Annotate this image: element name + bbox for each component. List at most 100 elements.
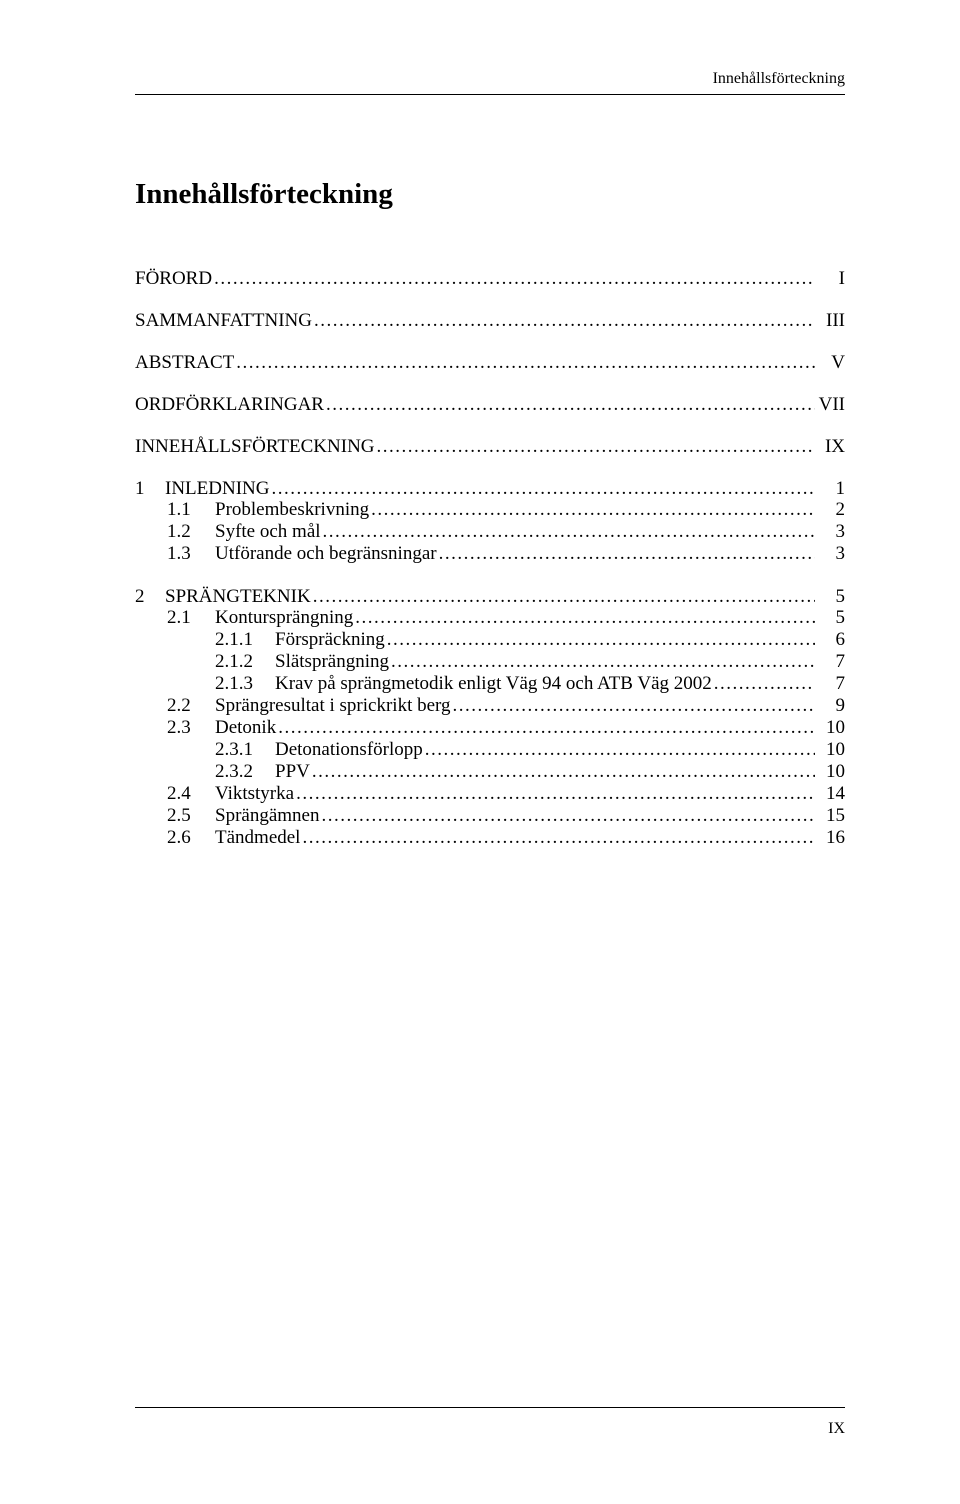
- table-of-contents: FÖRORD I SAMMANFATTNING III ABSTRACT V ORDFÖRK…: [135, 269, 845, 847]
- toc-entry: INNEHÅLLSFÖRTECKNING IX: [135, 437, 845, 456]
- toc-entry-page: 5: [817, 587, 845, 606]
- toc-entry-number: 2.1: [167, 608, 215, 627]
- toc-leader: [387, 630, 815, 649]
- toc-entry: 1INLEDNING1: [135, 479, 845, 498]
- toc-entry-page: IX: [817, 437, 845, 456]
- toc-entry-page: III: [817, 311, 845, 330]
- toc-entry: 2.3.1Detonationsförlopp 10: [135, 740, 845, 759]
- toc-entry: 2.1.1Förspräckning6: [135, 630, 845, 649]
- toc-entry-page: I: [817, 269, 845, 288]
- toc-leader: [312, 762, 815, 781]
- toc-group-gap: [135, 332, 845, 353]
- toc-entry-text: Problembeskrivning: [215, 499, 369, 520]
- toc-entry-label: 2.1Kontursprängning: [167, 608, 353, 627]
- toc-entry-text: ABSTRACT: [135, 352, 234, 373]
- toc-entry-text: Slätsprängning: [275, 651, 389, 672]
- toc-leader: [214, 269, 815, 288]
- toc-entry: FÖRORD I: [135, 269, 845, 288]
- toc-entry-text: SAMMANFATTNING: [135, 310, 312, 331]
- toc-leader: [391, 652, 815, 671]
- toc-entry-text: Kontursprängning: [215, 607, 353, 628]
- toc-entry-label: 2.3Detonik: [167, 718, 276, 737]
- toc-entry-text: ORDFÖRKLARINGAR: [135, 394, 324, 415]
- toc-group-gap: [135, 566, 845, 587]
- toc-leader: [323, 522, 815, 541]
- toc-entry: 2.3Detonik 10: [135, 718, 845, 737]
- toc-entry-text: Förspräckning: [275, 629, 385, 650]
- toc-entry: 2.1.3Krav på sprängmetodik enligt Väg 94…: [135, 674, 845, 693]
- toc-entry-number: 2.2: [167, 696, 215, 715]
- toc-entry-label: 2.2Sprängresultat i sprickrikt berg: [167, 696, 451, 715]
- toc-leader: [326, 395, 815, 414]
- page-title: Innehållsförteckning: [135, 178, 845, 211]
- toc-entry: ORDFÖRKLARINGARVII: [135, 395, 845, 414]
- toc-entry: 2.2Sprängresultat i sprickrikt berg9: [135, 696, 845, 715]
- toc-leader: [313, 587, 815, 606]
- toc-leader: [271, 479, 815, 498]
- toc-entry-label: 2.4Viktstyrka: [167, 784, 294, 803]
- toc-group-gap: [135, 458, 845, 479]
- toc-entry-number: 2.1.1: [215, 630, 275, 649]
- toc-entry-text: INLEDNING: [165, 478, 269, 499]
- toc-entry-page: V: [817, 353, 845, 372]
- toc-leader: [236, 353, 815, 372]
- toc-leader: [296, 784, 815, 803]
- page: Innehållsförteckning Innehållsförtecknin…: [0, 0, 960, 1504]
- toc-entry-text: PPV: [275, 761, 310, 782]
- header-rule: [135, 94, 845, 95]
- toc-entry-page: 10: [817, 718, 845, 737]
- toc-leader: [314, 311, 815, 330]
- toc-entry-number: 2.3.2: [215, 762, 275, 781]
- running-header: Innehållsförteckning: [713, 70, 845, 88]
- toc-entry-text: Sprängämnen: [215, 805, 319, 826]
- toc-leader: [355, 608, 815, 627]
- toc-entry: 2.1.2Slätsprängning7: [135, 652, 845, 671]
- toc-leader: [302, 828, 815, 847]
- toc-entry-number: 1.1: [167, 500, 215, 519]
- toc-entry: 2.3.2PPV 10: [135, 762, 845, 781]
- toc-leader: [377, 437, 815, 456]
- page-number: IX: [828, 1420, 845, 1438]
- toc-entry-text: FÖRORD: [135, 268, 212, 289]
- toc-entry-text: Viktstyrka: [215, 783, 294, 804]
- toc-entry-label: ORDFÖRKLARINGAR: [135, 395, 324, 414]
- toc-entry-number: 2.3.1: [215, 740, 275, 759]
- toc-leader: [439, 544, 815, 563]
- toc-entry-number: 2.5: [167, 806, 215, 825]
- footer-rule: [135, 1407, 845, 1408]
- toc-entry-label: 2.6Tändmedel: [167, 828, 300, 847]
- toc-entry-number: 2.3: [167, 718, 215, 737]
- toc-entry-label: 2.3.1Detonationsförlopp: [215, 740, 423, 759]
- toc-entry-text: SPRÄNGTEKNIK: [165, 586, 311, 607]
- toc-entry-page: 10: [817, 740, 845, 759]
- toc-entry: 1.2Syfte och mål3: [135, 522, 845, 541]
- toc-leader: [278, 718, 815, 737]
- toc-entry-label: FÖRORD: [135, 269, 212, 288]
- toc-entry-number: 1.3: [167, 544, 215, 563]
- toc-entry-text: Detonationsförlopp: [275, 739, 423, 760]
- toc-entry-page: 2: [817, 500, 845, 519]
- toc-entry-page: 10: [817, 762, 845, 781]
- toc-entry-page: 7: [817, 674, 845, 693]
- toc-entry-label: 1.1Problembeskrivning: [167, 500, 369, 519]
- toc-entry-label: 2.3.2PPV: [215, 762, 310, 781]
- toc-entry: 2.5Sprängämnen 15: [135, 806, 845, 825]
- toc-entry-label: 2.5Sprängämnen: [167, 806, 319, 825]
- toc-entry-label: 2.1.2Slätsprängning: [215, 652, 389, 671]
- toc-group-gap: [135, 374, 845, 395]
- toc-entry-number: 1.2: [167, 522, 215, 541]
- toc-entry-text: Sprängresultat i sprickrikt berg: [215, 695, 451, 716]
- toc-entry-text: Krav på sprängmetodik enligt Väg 94 och …: [275, 673, 712, 694]
- toc-entry: ABSTRACT V: [135, 353, 845, 372]
- toc-entry: 2.4Viktstyrka14: [135, 784, 845, 803]
- toc-entry: 2.6Tändmedel16: [135, 828, 845, 847]
- toc-entry: 2SPRÄNGTEKNIK5: [135, 587, 845, 606]
- toc-leader: [371, 500, 815, 519]
- toc-entry-page: 15: [817, 806, 845, 825]
- toc-entry-number: 2.4: [167, 784, 215, 803]
- toc-entry-text: Tändmedel: [215, 827, 300, 848]
- toc-entry-label: INNEHÅLLSFÖRTECKNING: [135, 437, 375, 456]
- toc-entry-page: 5: [817, 608, 845, 627]
- toc-entry-number: 1: [135, 479, 165, 498]
- toc-entry-page: 3: [817, 544, 845, 563]
